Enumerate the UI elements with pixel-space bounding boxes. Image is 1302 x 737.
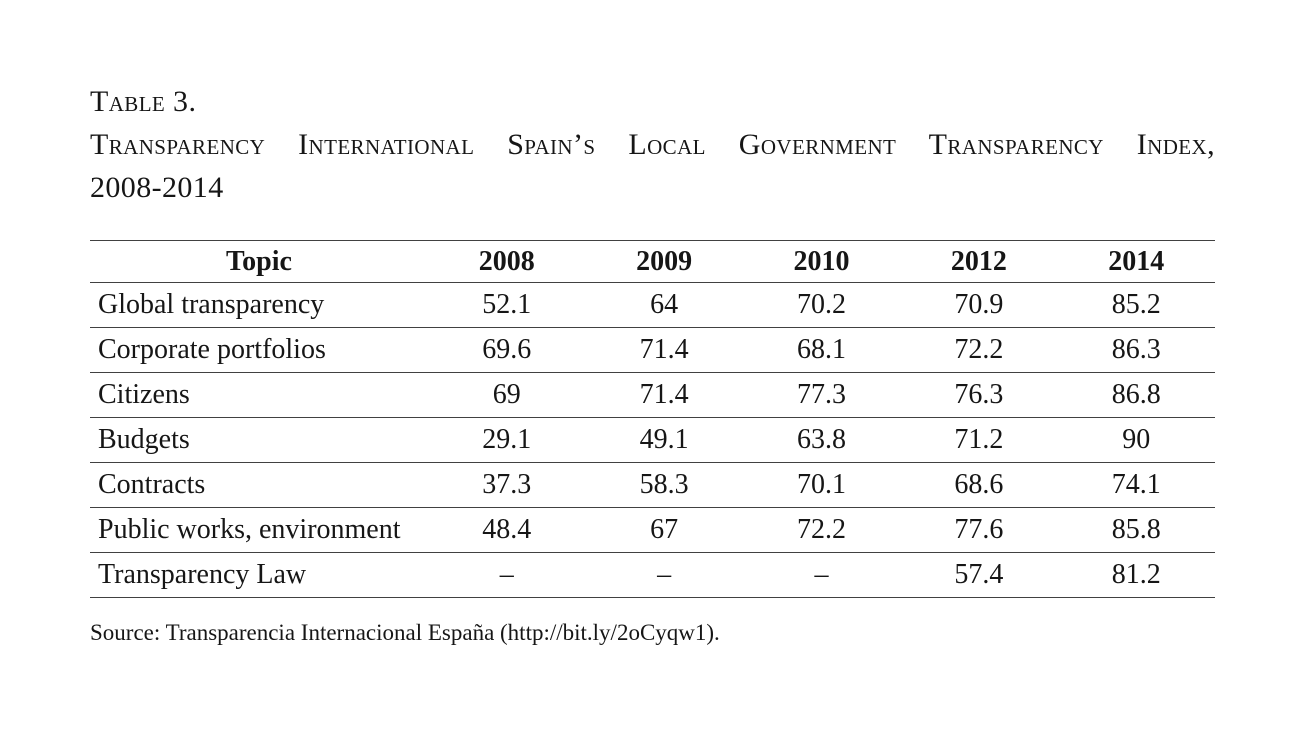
value-cell: – <box>742 552 901 598</box>
topic-cell: Budgets <box>90 417 428 463</box>
value-cell: 71.2 <box>900 417 1058 463</box>
value-cell: 49.1 <box>585 417 743 463</box>
value-cell: 71.4 <box>585 327 743 373</box>
value-cell: 70.1 <box>742 462 901 508</box>
column-header-2009: 2009 <box>585 240 743 283</box>
value-cell: 86.3 <box>1057 327 1215 373</box>
value-cell: 67 <box>585 507 743 553</box>
topic-cell: Transparency Law <box>90 552 428 598</box>
table-row-corporate-portfolios: Corporate portfolios 69.6 71.4 68.1 72.2… <box>90 327 1215 373</box>
value-cell: 85.2 <box>1057 282 1215 328</box>
topic-cell: Contracts <box>90 462 428 508</box>
value-cell: 48.4 <box>428 507 586 553</box>
value-cell: 74.1 <box>1057 462 1215 508</box>
value-cell: 76.3 <box>900 372 1058 418</box>
column-header-2014: 2014 <box>1057 240 1215 283</box>
value-cell: 81.2 <box>1057 552 1215 598</box>
value-cell: 69 <box>428 372 586 418</box>
value-cell: 86.8 <box>1057 372 1215 418</box>
value-cell: 58.3 <box>585 462 743 508</box>
value-cell: 29.1 <box>428 417 586 463</box>
table-row-global-transparency: Global transparency 52.1 64 70.2 70.9 85… <box>90 282 1215 328</box>
table-number-label: Table 3. <box>90 85 197 118</box>
value-cell: 71.4 <box>585 372 743 418</box>
topic-cell: Citizens <box>90 372 428 418</box>
source-note: Source: Transparencia Internacional Espa… <box>90 620 720 645</box>
value-cell: 37.3 <box>428 462 586 508</box>
column-header-topic: Topic <box>90 240 428 283</box>
table-title-line: Transparency International Spain’s Local… <box>90 128 1215 161</box>
table-header-row: Topic 2008 2009 2010 2012 2014 <box>90 240 1215 283</box>
column-header-2008: 2008 <box>428 240 586 283</box>
transparency-index-table: Topic 2008 2009 2010 2012 2014 Global tr… <box>90 240 1215 598</box>
table-caption-block: Table 3. Transparency International Spai… <box>90 80 1215 209</box>
value-cell: 52.1 <box>428 282 586 328</box>
topic-cell: Corporate portfolios <box>90 327 428 373</box>
value-cell: 68.6 <box>900 462 1058 508</box>
value-cell: 77.6 <box>900 507 1058 553</box>
value-cell: – <box>428 552 586 598</box>
value-cell: 70.2 <box>742 282 901 328</box>
value-cell: 77.3 <box>742 372 901 418</box>
value-cell: 70.9 <box>900 282 1058 328</box>
table-row-public-works-environment: Public works, environment 48.4 67 72.2 7… <box>90 507 1215 553</box>
value-cell: 90 <box>1057 417 1215 463</box>
value-cell: 64 <box>585 282 743 328</box>
column-header-2010: 2010 <box>742 240 901 283</box>
table-row-citizens: Citizens 69 71.4 77.3 76.3 86.8 <box>90 372 1215 418</box>
value-cell: 72.2 <box>742 507 901 553</box>
value-cell: 85.8 <box>1057 507 1215 553</box>
table-row-transparency-law: Transparency Law – – – 57.4 81.2 <box>90 552 1215 598</box>
value-cell: 68.1 <box>742 327 901 373</box>
value-cell: 63.8 <box>742 417 901 463</box>
value-cell: 72.2 <box>900 327 1058 373</box>
table-row-budgets: Budgets 29.1 49.1 63.8 71.2 90 <box>90 417 1215 463</box>
value-cell: – <box>585 552 743 598</box>
value-cell: 69.6 <box>428 327 586 373</box>
topic-cell: Public works, environment <box>90 507 428 553</box>
table-title-years: 2008-2014 <box>90 171 224 204</box>
topic-cell: Global transparency <box>90 282 428 328</box>
table-row-contracts: Contracts 37.3 58.3 70.1 68.6 74.1 <box>90 462 1215 508</box>
value-cell: 57.4 <box>900 552 1058 598</box>
column-header-2012: 2012 <box>900 240 1058 283</box>
